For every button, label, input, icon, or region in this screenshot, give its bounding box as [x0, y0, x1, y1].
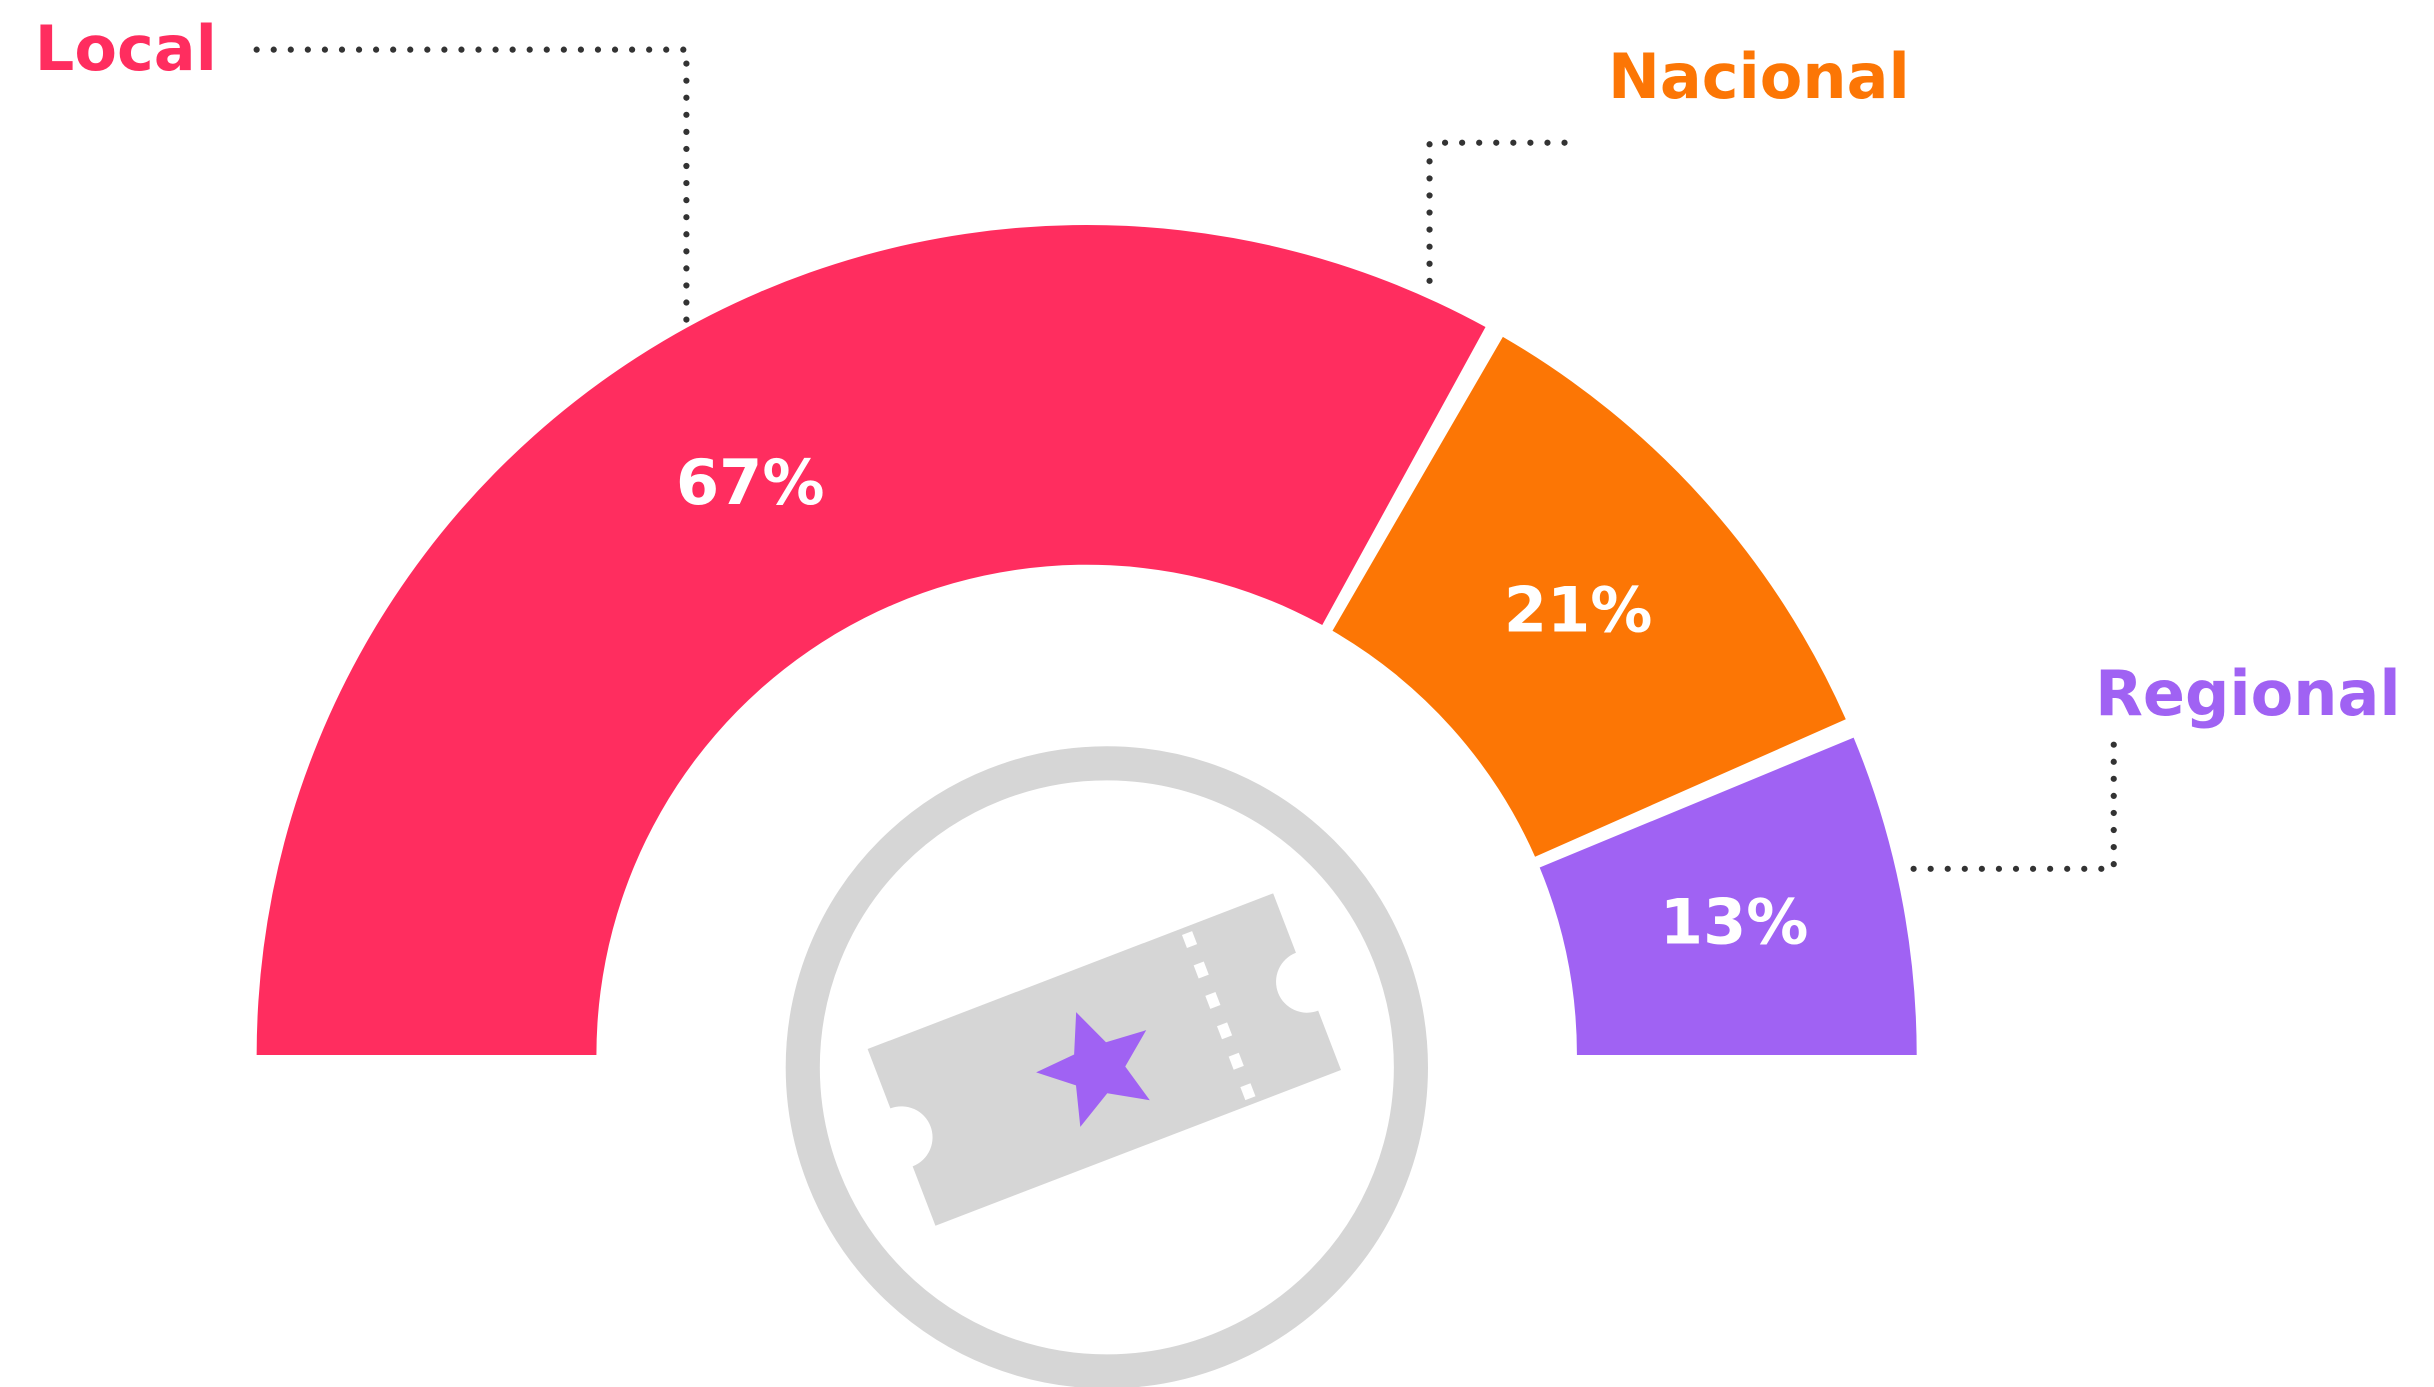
segment [1539, 737, 1917, 1055]
ticket-star [1036, 1012, 1150, 1127]
category-label: Regional [2095, 657, 2400, 730]
category-label: Local [35, 12, 217, 85]
ticket-notch [870, 1106, 933, 1169]
value-label: 67% [676, 446, 825, 519]
leader-line [1426, 139, 1568, 295]
segment [256, 224, 1486, 1055]
category-label: Nacional [1608, 40, 1910, 113]
ticket-icon [785, 746, 1428, 1387]
icon-ring [785, 746, 1428, 1387]
value-label: 21% [1504, 573, 1653, 646]
segment [1332, 336, 1846, 857]
value-label: 13% [1660, 885, 1809, 958]
leader-line [1902, 741, 2117, 872]
ticket-notch [1276, 950, 1339, 1013]
leader-line [253, 46, 690, 329]
